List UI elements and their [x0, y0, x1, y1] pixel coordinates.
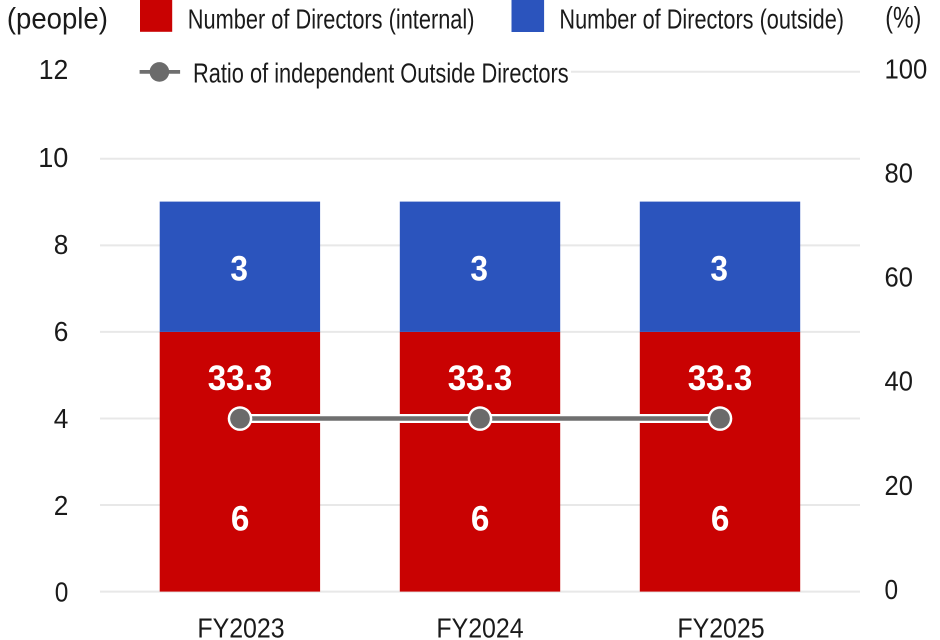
svg-text:Number of Directors (outside): Number of Directors (outside) — [559, 3, 844, 34]
svg-text:8: 8 — [54, 228, 69, 260]
svg-text:(%): (%) — [885, 2, 921, 35]
svg-text:4: 4 — [54, 402, 69, 434]
svg-text:20: 20 — [885, 469, 913, 501]
svg-text:80: 80 — [885, 157, 913, 189]
svg-text:10: 10 — [38, 141, 68, 173]
svg-text:Number of Directors (internal): Number of Directors (internal) — [188, 3, 475, 34]
svg-text:12: 12 — [39, 53, 69, 85]
svg-text:6: 6 — [54, 315, 69, 347]
svg-text:33.3: 33.3 — [208, 358, 273, 398]
svg-text:Ratio of independent Outside D: Ratio of independent Outside Directors — [193, 58, 569, 89]
svg-text:2: 2 — [54, 489, 69, 521]
svg-text:6: 6 — [471, 499, 490, 539]
svg-text:40: 40 — [885, 365, 913, 397]
svg-text:3: 3 — [230, 249, 248, 289]
svg-text:(people): (people) — [7, 3, 108, 36]
svg-text:6: 6 — [711, 499, 730, 539]
svg-text:FY2023: FY2023 — [197, 613, 284, 640]
svg-text:3: 3 — [710, 249, 728, 289]
svg-text:33.3: 33.3 — [688, 358, 753, 398]
svg-text:100: 100 — [885, 53, 928, 85]
svg-text:FY2024: FY2024 — [436, 613, 523, 640]
svg-text:33.3: 33.3 — [448, 358, 513, 398]
svg-text:FY2025: FY2025 — [677, 613, 764, 640]
svg-text:3: 3 — [470, 249, 488, 289]
svg-text:0: 0 — [55, 575, 69, 607]
svg-text:60: 60 — [885, 261, 913, 293]
svg-text:6: 6 — [231, 499, 250, 539]
svg-text:0: 0 — [885, 573, 899, 605]
